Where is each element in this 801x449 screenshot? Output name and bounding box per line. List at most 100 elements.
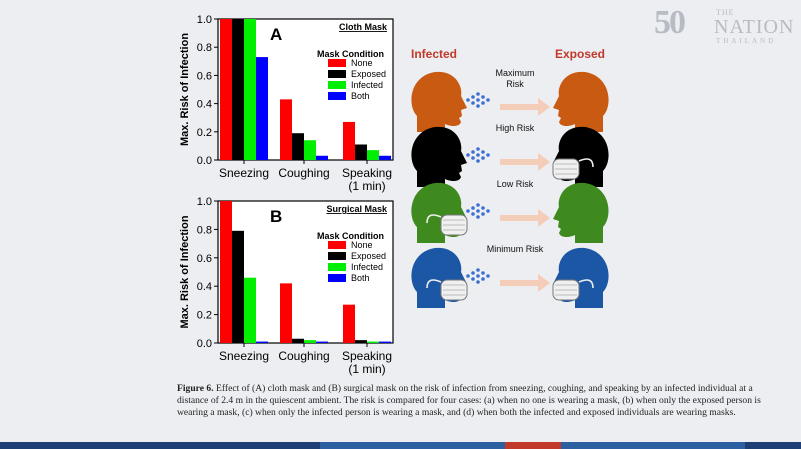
risk-row: High Risk [411, 123, 609, 187]
droplet [476, 98, 480, 102]
risk-row: Minimum Risk [411, 244, 609, 308]
panel-box-label: Cloth Mask [339, 22, 388, 32]
bar-infected [244, 277, 256, 343]
droplet [476, 92, 480, 96]
x-tick-label: Coughing [278, 349, 329, 363]
footer-segment [320, 442, 505, 449]
risk-label: Maximum Risk [495, 68, 534, 89]
droplet [476, 280, 480, 284]
bar-none [220, 201, 232, 343]
x-tick-label: Speaking (1 min) [342, 166, 392, 193]
y-tick-label: 0.0 [197, 155, 212, 167]
bar-both [316, 341, 328, 343]
droplet [476, 203, 480, 207]
droplet [481, 206, 485, 210]
mask-strap [426, 214, 442, 224]
legend-entry: None [351, 58, 373, 68]
legend-entry: Infected [351, 262, 383, 272]
bar-exposed [292, 338, 304, 343]
panel-letter: B [270, 207, 282, 226]
x-tick-label: Sneezing [219, 349, 269, 363]
bar-infected [304, 140, 316, 160]
legend-swatch [328, 241, 346, 249]
droplet [486, 274, 490, 278]
infected-head [411, 71, 467, 132]
droplet [481, 156, 485, 160]
exposed-header: Exposed [555, 47, 605, 61]
bar-exposed [355, 340, 367, 343]
bar-exposed [355, 144, 367, 160]
y-tick-label: 0.8 [197, 42, 212, 54]
droplet [481, 95, 485, 99]
mask-strap [578, 279, 594, 289]
bar-infected [304, 340, 316, 343]
legend-entry: Both [351, 91, 370, 101]
legend-swatch [328, 92, 346, 100]
y-tick-label: 1.0 [197, 14, 212, 26]
risk-diagram: Infected Exposed Maximum Risk High Risk Low R… [411, 47, 609, 308]
bar-none [220, 19, 232, 160]
droplet [476, 209, 480, 213]
risk-label: Minimum Risk [487, 244, 544, 254]
droplet [486, 153, 490, 157]
legend-swatch [328, 81, 346, 89]
bar-infected [367, 150, 379, 160]
exposed-head [553, 71, 609, 132]
bar-both [379, 341, 391, 343]
arrow [500, 274, 550, 292]
droplet [476, 104, 480, 108]
x-tick-label: Speaking (1 min) [342, 349, 392, 376]
arrow [500, 209, 550, 227]
droplet [476, 215, 480, 219]
legend-swatch [328, 70, 346, 78]
infected-header: Infected [411, 47, 457, 61]
caption-text: Effect of (A) cloth mask and (B) surgica… [177, 383, 761, 418]
bar-exposed [232, 19, 244, 160]
bar-none [280, 283, 292, 343]
y-tick-label: 0.6 [197, 253, 212, 265]
logo-name: NATION [714, 16, 795, 38]
bar-both [256, 341, 268, 343]
panel-box-label: Surgical Mask [326, 204, 388, 214]
legend-swatch [328, 252, 346, 260]
droplet [471, 271, 475, 275]
risk-row: Maximum Risk [411, 68, 609, 132]
nation-logo: 50 THE NATION THAILAND [654, 4, 795, 45]
droplet [471, 156, 475, 160]
droplet [476, 159, 480, 163]
droplet [481, 277, 485, 281]
footer-segment [744, 442, 801, 449]
y-tick-label: 0.2 [197, 127, 212, 139]
x-tick-label: Coughing [278, 166, 329, 180]
legend-entry: Infected [351, 80, 383, 90]
bar-none [343, 304, 355, 343]
arrow [500, 98, 550, 116]
droplet [466, 209, 470, 213]
footer-segment [0, 442, 321, 449]
chart-panel-b: 0.0 0.2 0.4 0.6 0.8 1.0 Max. Risk of Infection… [179, 196, 394, 376]
risk-label: Low Risk [497, 179, 534, 189]
droplet [466, 274, 470, 278]
bar-none [280, 99, 292, 160]
bar-infected [244, 19, 256, 160]
y-axis-label: Max. Risk of Infection [179, 215, 191, 328]
y-tick-label: 0.4 [197, 99, 212, 111]
y-tick-label: 0.6 [197, 70, 212, 82]
footer-bar [0, 442, 801, 449]
y-tick-label: 0.2 [197, 310, 212, 322]
footer-segment [560, 442, 745, 449]
mask-strap [578, 158, 594, 168]
droplet [471, 95, 475, 99]
droplet [471, 150, 475, 154]
droplet [471, 212, 475, 216]
y-axis-label: Max. Risk of Infection [179, 33, 191, 146]
panel-letter: A [270, 25, 282, 44]
droplet [486, 209, 490, 213]
legend-entry: Exposed [351, 69, 386, 79]
droplet [481, 212, 485, 216]
legend-swatch [328, 274, 346, 282]
legend-entry: Exposed [351, 251, 386, 261]
chart-panel-a: 0.0 0.2 0.4 0.6 0.8 1.0 Max. Risk of Infection… [179, 14, 394, 193]
logo-country: THAILAND [716, 37, 777, 45]
